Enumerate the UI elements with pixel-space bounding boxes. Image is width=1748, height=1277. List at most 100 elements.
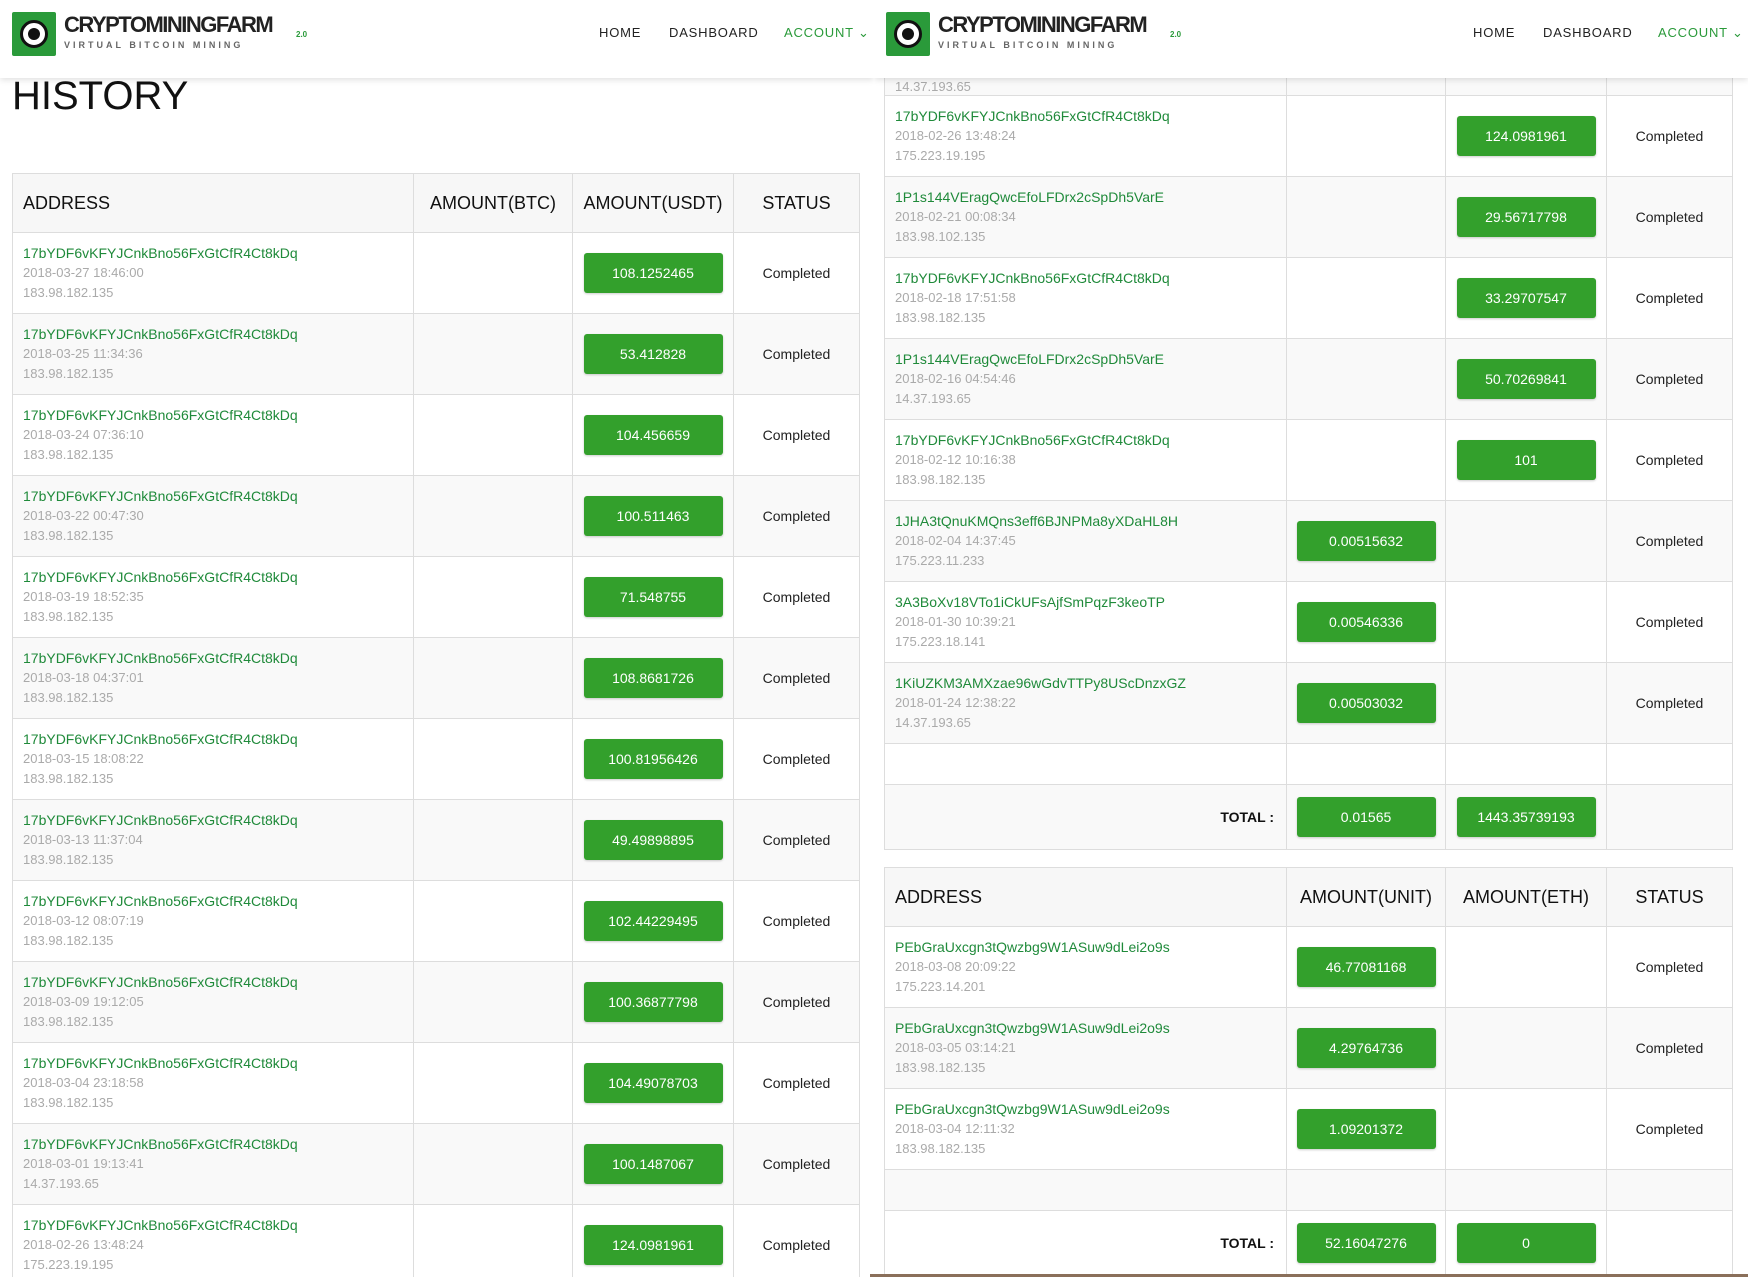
table-row: 17bYDF6vKFYJCnkBno56FxGtCfR4Ct8kDq 2018-0… bbox=[12, 1042, 860, 1124]
address-cell: 17bYDF6vKFYJCnkBno56FxGtCfR4Ct8kDq 2018-0… bbox=[12, 232, 414, 314]
amount-cell: 0.01565 bbox=[1286, 784, 1446, 850]
address-cell: 17bYDF6vKFYJCnkBno56FxGtCfR4Ct8kDq 2018-0… bbox=[12, 799, 414, 881]
address-link[interactable]: 17bYDF6vKFYJCnkBno56FxGtCfR4Ct8kDq bbox=[895, 270, 1170, 286]
brand-name[interactable]: CRYPTOMININGFARM bbox=[938, 12, 1148, 37]
column-header: STATUS bbox=[1606, 867, 1733, 927]
amount-usdt-badge: 104.49078703 bbox=[583, 1063, 723, 1103]
ip-address: 183.98.182.135 bbox=[23, 447, 114, 462]
transaction-date: 2018-02-26 13:48:24 bbox=[23, 1237, 144, 1252]
ip-address: 175.223.18.141 bbox=[895, 634, 986, 649]
table-row: 17bYDF6vKFYJCnkBno56FxGtCfR4Ct8kDq 2018-0… bbox=[12, 1204, 860, 1277]
address-link[interactable]: 1P1s144VEragQwcEfoLFDrx2cSpDh5VarE bbox=[895, 351, 1164, 367]
ip-address: 175.223.19.195 bbox=[895, 148, 986, 163]
address-link[interactable]: 17bYDF6vKFYJCnkBno56FxGtCfR4Ct8kDq bbox=[23, 245, 298, 261]
address-link[interactable]: 17bYDF6vKFYJCnkBno56FxGtCfR4Ct8kDq bbox=[23, 1217, 298, 1233]
ip-address: 183.98.102.135 bbox=[895, 229, 986, 244]
logo-icon[interactable] bbox=[12, 12, 56, 56]
address-link[interactable]: 3A3BoXv18VTo1iCkUFsAjfSmPqzF3keoTP bbox=[895, 594, 1165, 610]
table-row: 17bYDF6vKFYJCnkBno56FxGtCfR4Ct8kDq 2018-0… bbox=[12, 637, 860, 719]
total-total_btc-badge: 0.01565 bbox=[1296, 797, 1436, 837]
ip-address: 183.98.182.135 bbox=[23, 366, 114, 381]
amount-cell: 102.44229495 bbox=[572, 880, 734, 962]
amount-usdt-badge: 108.8681726 bbox=[583, 658, 723, 698]
amount-cell: 0.00546336 bbox=[1286, 581, 1446, 663]
address-link[interactable]: 1JHA3tQnuKMQns3eff6BJNPMa8yXDaHL8H bbox=[895, 513, 1178, 529]
address-link[interactable]: PEbGraUxcgn3tQwzbg9W1ASuw9dLei2o9s bbox=[895, 939, 1170, 955]
status-text: Completed bbox=[1606, 338, 1733, 420]
nav-home[interactable]: HOME bbox=[599, 25, 642, 40]
address-cell: 17bYDF6vKFYJCnkBno56FxGtCfR4Ct8kDq 2018-0… bbox=[12, 961, 414, 1043]
address-cell: 17bYDF6vKFYJCnkBno56FxGtCfR4Ct8kDq 2018-0… bbox=[884, 95, 1287, 177]
address-link[interactable]: 17bYDF6vKFYJCnkBno56FxGtCfR4Ct8kDq bbox=[23, 812, 298, 828]
status-text: Completed bbox=[1606, 257, 1733, 339]
address-link[interactable]: 17bYDF6vKFYJCnkBno56FxGtCfR4Ct8kDq bbox=[23, 1055, 298, 1071]
status-text: Completed bbox=[733, 313, 860, 395]
status-text: Completed bbox=[733, 637, 860, 719]
logo-icon[interactable] bbox=[886, 12, 930, 56]
amount-cell: 1.09201372 bbox=[1286, 1088, 1446, 1170]
address-link[interactable]: 17bYDF6vKFYJCnkBno56FxGtCfR4Ct8kDq bbox=[895, 432, 1170, 448]
table-row: 1JHA3tQnuKMQns3eff6BJNPMa8yXDaHL8H 2018-0… bbox=[884, 500, 1733, 582]
amount-cell bbox=[413, 1123, 573, 1205]
total-status-cell bbox=[1606, 784, 1733, 850]
status-text: Completed bbox=[733, 232, 860, 314]
column-header: AMOUNT(USDT) bbox=[572, 173, 734, 233]
address-link[interactable]: 1KiUZKM3AMXzae96wGdvTTPy8UScDnzxGZ bbox=[895, 675, 1186, 691]
address-link[interactable]: PEbGraUxcgn3tQwzbg9W1ASuw9dLei2o9s bbox=[895, 1101, 1170, 1117]
amount-cell: 124.0981961 bbox=[572, 1204, 734, 1277]
amount-cell bbox=[1445, 581, 1607, 663]
amount-cell: 124.0981961 bbox=[1445, 95, 1607, 177]
transaction-date: 2018-03-15 18:08:22 bbox=[23, 751, 144, 766]
nav-dashboard[interactable]: DASHBOARD bbox=[1543, 25, 1633, 40]
total-row: TOTAL :0.01565 1443.35739193 bbox=[884, 784, 1733, 850]
address-cell: 1P1s144VEragQwcEfoLFDrx2cSpDh5VarE 2018-0… bbox=[884, 176, 1287, 258]
status-text: Completed bbox=[1606, 1007, 1733, 1089]
transaction-date: 2018-03-05 03:14:21 bbox=[895, 1040, 1016, 1055]
nav-account-dropdown[interactable]: ACCOUNT ⌄ bbox=[1658, 25, 1744, 40]
amount-usdt-badge: 102.44229495 bbox=[583, 901, 723, 941]
transaction-date: 2018-01-24 12:38:22 bbox=[895, 695, 1016, 710]
amount-cell bbox=[1286, 338, 1446, 420]
amount-cell bbox=[413, 1204, 573, 1277]
top-navbar: CRYPTOMININGFARM 2.0 VIRTUAL BITCOIN MININ… bbox=[874, 0, 1748, 78]
total-total_eth-badge: 0 bbox=[1456, 1223, 1596, 1263]
address-link[interactable]: PEbGraUxcgn3tQwzbg9W1ASuw9dLei2o9s bbox=[895, 1020, 1170, 1036]
address-link[interactable]: 17bYDF6vKFYJCnkBno56FxGtCfR4Ct8kDq bbox=[895, 108, 1170, 124]
ip-address: 183.98.182.135 bbox=[23, 285, 114, 300]
ip-address: 183.98.182.135 bbox=[23, 690, 114, 705]
amount-cell: 52.16047276 bbox=[1286, 1210, 1446, 1276]
amount-usdt-badge: 100.81956426 bbox=[583, 739, 723, 779]
nav-account-dropdown[interactable]: ACCOUNT ⌄ bbox=[784, 25, 870, 40]
nav-dashboard[interactable]: DASHBOARD bbox=[669, 25, 759, 40]
address-link[interactable]: 17bYDF6vKFYJCnkBno56FxGtCfR4Ct8kDq bbox=[23, 407, 298, 423]
address-link[interactable]: 17bYDF6vKFYJCnkBno56FxGtCfR4Ct8kDq bbox=[23, 488, 298, 504]
amount-usdt-badge: 100.1487067 bbox=[583, 1144, 723, 1184]
amount-cell bbox=[1445, 1007, 1607, 1089]
empty-cell bbox=[1445, 1169, 1607, 1211]
address-link[interactable]: 1P1s144VEragQwcEfoLFDrx2cSpDh5VarE bbox=[895, 189, 1164, 205]
status-text: Completed bbox=[733, 394, 860, 476]
nav-home[interactable]: HOME bbox=[1473, 25, 1516, 40]
address-link[interactable]: 17bYDF6vKFYJCnkBno56FxGtCfR4Ct8kDq bbox=[23, 326, 298, 342]
amount-cell bbox=[1445, 1088, 1607, 1170]
table-row: 17bYDF6vKFYJCnkBno56FxGtCfR4Ct8kDq 2018-0… bbox=[884, 95, 1733, 177]
table-row: 1P1s144VEragQwcEfoLFDrx2cSpDh5VarE 2018-0… bbox=[884, 338, 1733, 420]
total-label: TOTAL : bbox=[884, 784, 1287, 850]
ip-address: 175.223.14.201 bbox=[895, 979, 986, 994]
address-link[interactable]: 17bYDF6vKFYJCnkBno56FxGtCfR4Ct8kDq bbox=[23, 974, 298, 990]
amount-cell: 29.56717798 bbox=[1445, 176, 1607, 258]
address-link[interactable]: 17bYDF6vKFYJCnkBno56FxGtCfR4Ct8kDq bbox=[23, 731, 298, 747]
address-link[interactable]: 17bYDF6vKFYJCnkBno56FxGtCfR4Ct8kDq bbox=[23, 569, 298, 585]
table-row: PEbGraUxcgn3tQwzbg9W1ASuw9dLei2o9s 2018-0… bbox=[884, 1088, 1733, 1170]
unit-eth-history-table: ADDRESS AMOUNT(UNIT) AMOUNT(ETH) STATUS PEbG… bbox=[884, 867, 1733, 1276]
address-cell: 17bYDF6vKFYJCnkBno56FxGtCfR4Ct8kDq 2018-0… bbox=[12, 880, 414, 962]
amount-cell: 0.00515632 bbox=[1286, 500, 1446, 582]
brand-name[interactable]: CRYPTOMININGFARM bbox=[64, 12, 274, 37]
transaction-date: 2018-03-22 00:47:30 bbox=[23, 508, 144, 523]
ip-address: 14.37.193.65 bbox=[23, 1176, 99, 1191]
ip-address: 14.37.193.65 bbox=[895, 391, 971, 406]
address-link[interactable]: 17bYDF6vKFYJCnkBno56FxGtCfR4Ct8kDq bbox=[23, 650, 298, 666]
address-link[interactable]: 17bYDF6vKFYJCnkBno56FxGtCfR4Ct8kDq bbox=[23, 893, 298, 909]
address-link[interactable]: 17bYDF6vKFYJCnkBno56FxGtCfR4Ct8kDq bbox=[23, 1136, 298, 1152]
amount-cell: 71.548755 bbox=[572, 556, 734, 638]
